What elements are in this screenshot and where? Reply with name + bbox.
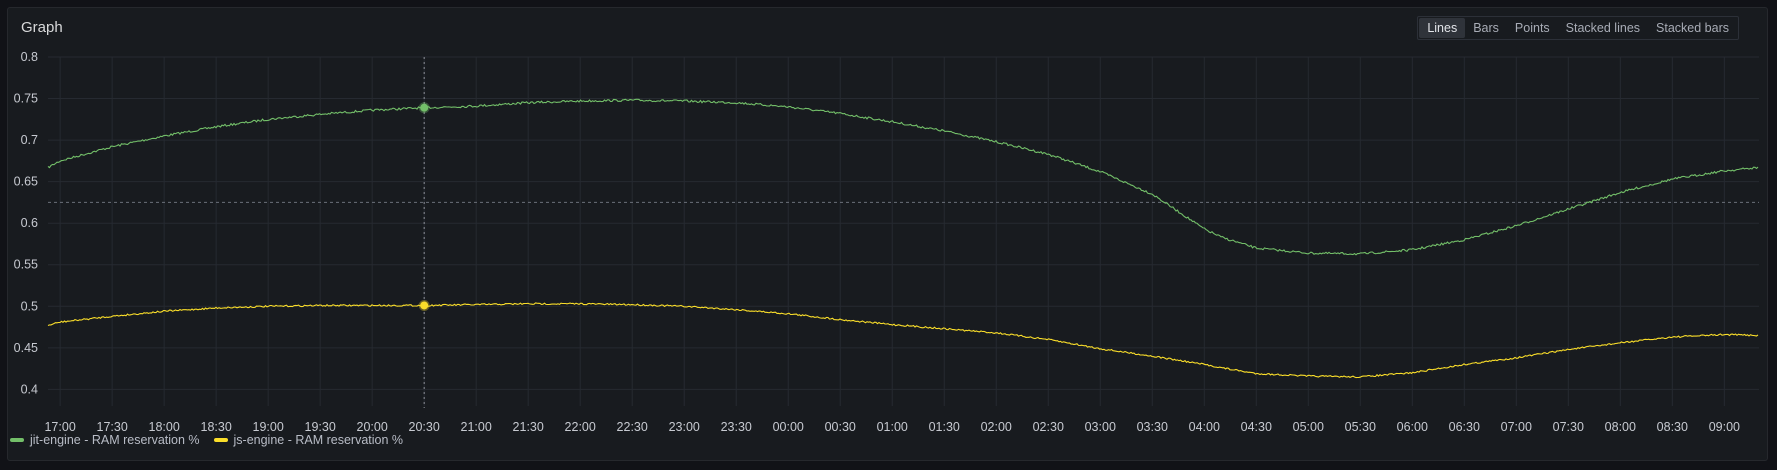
legend-label: js-engine - RAM reservation % (233, 433, 404, 447)
x-tick-label: 17:30 (97, 420, 128, 434)
x-tick-label: 00:00 (773, 420, 804, 434)
x-tick-label: 04:00 (1189, 420, 1220, 434)
mode-stacked-bars-button[interactable]: Stacked bars (1656, 21, 1729, 35)
x-tick-label: 01:00 (877, 420, 908, 434)
x-tick-label: 05:00 (1293, 420, 1324, 434)
x-tick-label: 23:00 (669, 420, 700, 434)
x-tick-label: 04:30 (1241, 420, 1272, 434)
series-line-jit-engine[interactable] (47, 98, 1759, 256)
legend-swatch (213, 438, 228, 442)
x-tick-label: 20:30 (409, 420, 440, 434)
x-tick-label: 22:00 (565, 420, 596, 434)
panel-title: Graph (21, 19, 63, 36)
x-axis: 17:00 17:30 18:00 18:30 19:00 19:30 20:00 20:30… (44, 420, 1740, 434)
x-tick-label: 00:30 (825, 420, 856, 434)
y-tick-label: 0.7 (21, 133, 38, 147)
x-tick-label: 06:00 (1397, 420, 1428, 434)
x-tick-label: 03:00 (1085, 420, 1116, 434)
y-tick-label: 0.75 (14, 92, 38, 106)
y-axis: 0.4 0.45 0.5 0.55 0.6 0.65 0.7 0.75 0.8 (14, 50, 38, 396)
x-tick-label: 09:00 (1709, 420, 1740, 434)
mode-stacked-lines-button[interactable]: Stacked lines (1565, 21, 1641, 35)
x-tick-label: 02:00 (981, 420, 1012, 434)
legend-item-jit-engine[interactable]: jit-engine - RAM reservation % (10, 433, 200, 447)
mode-points-button[interactable]: Points (1514, 21, 1550, 35)
x-tick-label: 08:30 (1657, 420, 1688, 434)
mode-bars-button[interactable]: Bars (1473, 21, 1499, 35)
x-tick-label: 19:30 (305, 420, 336, 434)
x-tick-label: 06:30 (1449, 420, 1480, 434)
hover-crosshair (418, 57, 430, 408)
y-tick-label: 0.65 (14, 175, 38, 189)
x-tick-label: 07:00 (1501, 420, 1532, 434)
x-tick-label: 03:30 (1137, 420, 1168, 434)
x-tick-label: 21:00 (461, 420, 492, 434)
x-tick-label: 21:30 (513, 420, 544, 434)
x-tick-label: 18:00 (149, 420, 180, 434)
x-tick-label: 18:30 (201, 420, 232, 434)
graph-panel: Graph Lines Bars Points Stacked lines St… (7, 7, 1768, 461)
hover-point-js-engine (418, 299, 430, 311)
x-tick-label: 22:30 (617, 420, 648, 434)
x-tick-label: 01:30 (929, 420, 960, 434)
x-tick-label: 02:30 (1033, 420, 1064, 434)
x-tick-label: 07:30 (1553, 420, 1584, 434)
legend-item-js-engine[interactable]: js-engine - RAM reservation % (213, 433, 404, 447)
legend-swatch (10, 438, 24, 442)
mode-lines-button[interactable]: Lines (1419, 18, 1466, 38)
y-tick-label: 0.5 (21, 299, 38, 313)
x-tick-label: 19:00 (253, 420, 284, 434)
y-tick-label: 0.8 (21, 50, 38, 64)
legend: jit-engine - RAM reservation % js-engine… (10, 433, 403, 447)
y-tick-label: 0.55 (14, 258, 38, 272)
x-tick-label: 08:00 (1605, 420, 1636, 434)
x-tick-label: 17:00 (44, 420, 75, 434)
visualization-mode-switcher: Lines Bars Points Stacked lines Stacked … (1417, 16, 1739, 40)
x-tick-label: 20:00 (357, 420, 388, 434)
hover-point-jit-engine (418, 102, 430, 114)
x-tick-label: 05:30 (1345, 420, 1376, 434)
series-line-js-engine[interactable] (47, 302, 1759, 379)
y-tick-label: 0.45 (14, 341, 38, 355)
series-group (47, 98, 1759, 379)
y-tick-label: 0.4 (21, 382, 38, 396)
grid (48, 56, 1759, 406)
x-tick-label: 23:30 (721, 420, 752, 434)
y-tick-label: 0.6 (21, 216, 38, 230)
legend-label: jit-engine - RAM reservation % (30, 433, 200, 447)
